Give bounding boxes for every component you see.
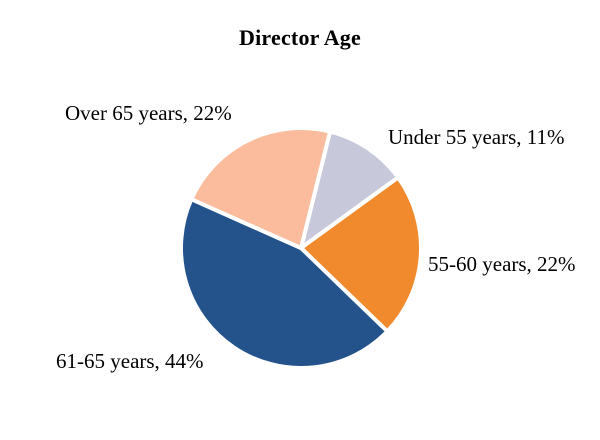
pie-slice-55-60 (299, 175, 423, 334)
pie-slice-61-65 (179, 197, 390, 370)
pie-slice-under-55 (299, 129, 401, 250)
slice-label-55-60: 55-60 years, 22% (428, 252, 576, 276)
slice-label-61-65: 61-65 years, 44% (56, 349, 204, 373)
pie-slice-over-65 (189, 126, 333, 250)
slice-label-under-55: Under 55 years, 11% (388, 125, 565, 149)
chart-title: Director Age (239, 25, 361, 50)
slice-label-over-65: Over 65 years, 22% (65, 101, 232, 125)
